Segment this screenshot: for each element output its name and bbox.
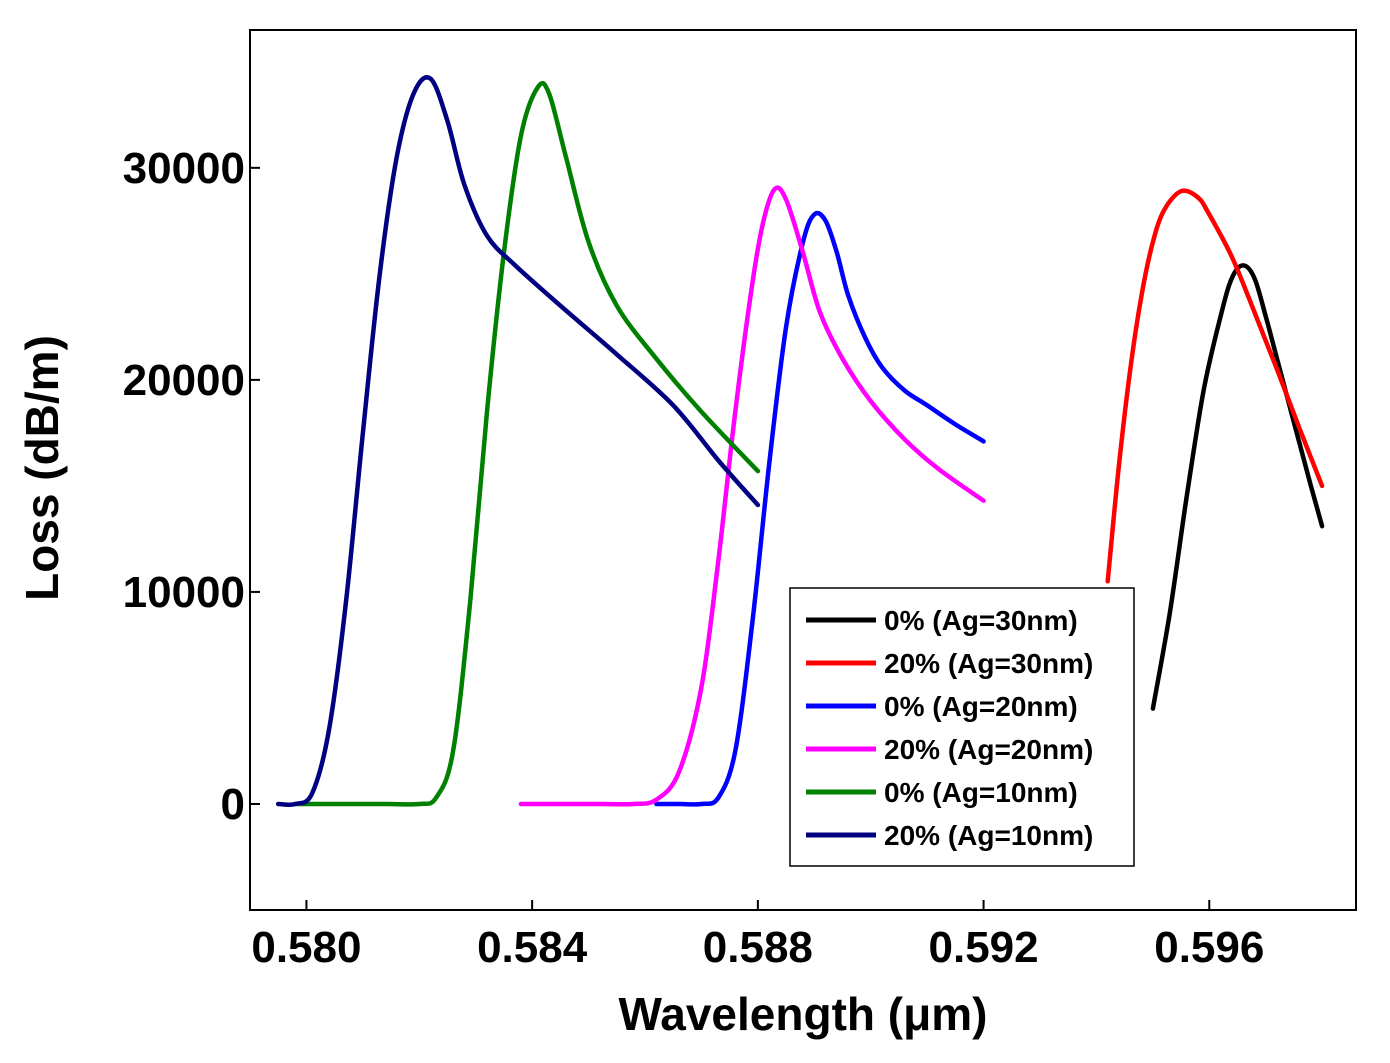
x-tick-label: 0.584 xyxy=(477,923,588,972)
y-tick-label: 0 xyxy=(221,780,245,829)
y-tick-label: 10000 xyxy=(123,568,245,617)
legend-box xyxy=(789,587,1135,867)
y-tick-label: 20000 xyxy=(123,356,245,405)
x-tick-label: 0.596 xyxy=(1154,923,1264,972)
series-line-4 xyxy=(518,185,986,807)
x-axis-ticks: 0.580 0.584 0.588 0.592 0.596 xyxy=(251,900,1264,972)
series-line-6 xyxy=(275,75,761,807)
series-line-1 xyxy=(1150,263,1325,711)
series-line-2 xyxy=(1105,188,1325,584)
x-tick-label: 0.580 xyxy=(251,923,361,972)
legend-label: 0% (Ag=10nm) xyxy=(884,777,1078,808)
y-axis-ticks: 0 10000 20000 30000 xyxy=(123,144,260,829)
legend-label: 20% (Ag=10nm) xyxy=(884,820,1093,851)
series-line-5 xyxy=(292,80,761,807)
legend-label: 0% (Ag=30nm) xyxy=(884,605,1078,636)
y-axis-title: Loss (dB/m) xyxy=(16,335,68,601)
x-tick-label: 0.588 xyxy=(703,923,813,972)
series-lines xyxy=(275,75,1325,807)
series-line-3 xyxy=(654,210,986,807)
y-tick-label: 30000 xyxy=(123,144,245,193)
x-tick-label: 0.592 xyxy=(929,923,1039,972)
legend-label: 20% (Ag=30nm) xyxy=(884,648,1093,679)
legend-label: 20% (Ag=20nm) xyxy=(884,734,1093,765)
legend-label: 0% (Ag=20nm) xyxy=(884,691,1078,722)
legend: 0% (Ag=30nm) 20% (Ag=30nm) 0% (Ag=20nm) 20%… xyxy=(789,587,1135,867)
x-axis-title: Wavelength (μm) xyxy=(619,988,988,1040)
